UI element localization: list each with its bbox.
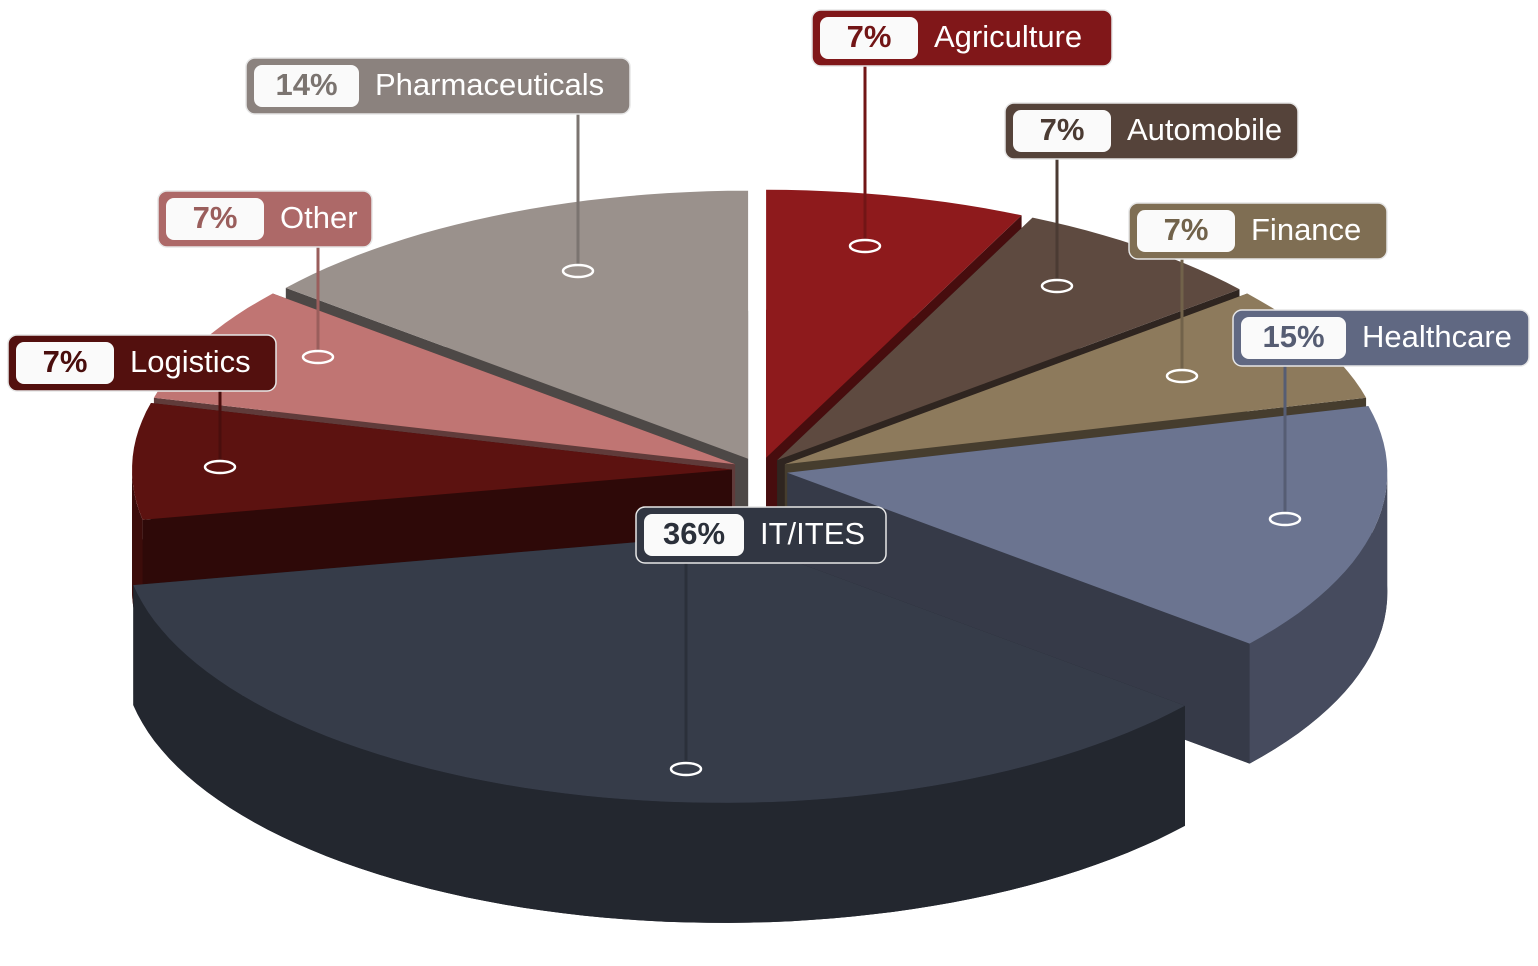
label-value-box: [1241, 317, 1346, 359]
data-label: 36%: [663, 516, 725, 551]
slice: [766, 189, 1022, 458]
label-value-box: [1013, 110, 1111, 152]
slice: [777, 217, 1240, 461]
data-label: 7%: [43, 344, 88, 379]
label-value-box: [16, 342, 114, 384]
slice: [787, 406, 1388, 644]
slice-group: [133, 534, 1185, 923]
category-label: Logistics: [130, 344, 251, 379]
callout-marker: [669, 761, 703, 777]
slice-wall: [1249, 472, 1388, 764]
callout-marker: [1040, 278, 1074, 294]
label-value-box: [166, 198, 264, 240]
slice: [153, 293, 736, 465]
label-value-box: [1137, 210, 1235, 252]
data-label: 7%: [193, 200, 238, 235]
slice: [784, 293, 1367, 465]
slice: [285, 190, 749, 459]
data-label: 14%: [275, 67, 337, 102]
category-label: Other: [280, 200, 358, 235]
callout-marker: [1268, 511, 1302, 527]
callout-marker: [301, 349, 335, 365]
label-value-box: [254, 65, 359, 107]
label-value-box: [644, 514, 744, 556]
slice-wall: [133, 585, 1185, 923]
category-label: IT/ITES: [760, 516, 865, 551]
slice: [132, 403, 733, 520]
callout-marker: [848, 238, 882, 254]
callout-marker: [1165, 368, 1199, 384]
category-label: Finance: [1251, 212, 1361, 247]
data-label: 15%: [1262, 319, 1324, 354]
callout-marker: [203, 459, 237, 475]
data-label: 7%: [1040, 112, 1085, 147]
category-label: Automobile: [1127, 112, 1282, 147]
callout-marker: [561, 263, 595, 279]
category-label: Pharmaceuticals: [375, 67, 604, 102]
label-value-box: [820, 17, 918, 59]
category-label: Healthcare: [1362, 319, 1512, 354]
category-label: Agriculture: [934, 19, 1082, 54]
slice: [133, 534, 1185, 803]
data-label: 7%: [847, 19, 892, 54]
data-label: 7%: [1164, 212, 1209, 247]
